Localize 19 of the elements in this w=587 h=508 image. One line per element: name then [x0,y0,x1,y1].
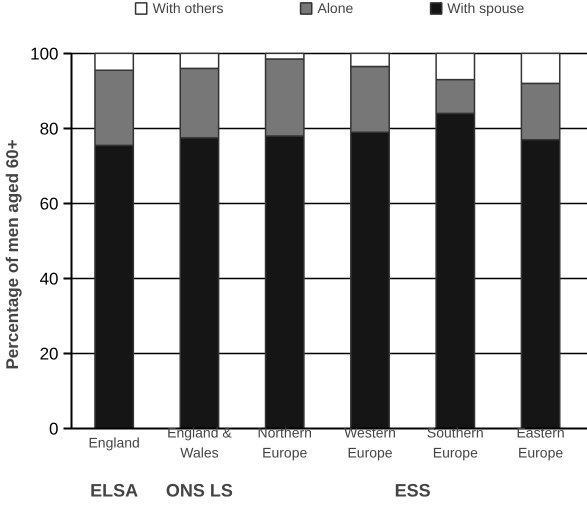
legend-label: With others [152,0,224,16]
x-tick-label: England [88,434,140,451]
y-tick-label: 40 [40,270,59,289]
x-tick-label: Southern Europe [426,424,484,461]
y-tick-label: 60 [40,194,59,214]
y-tick-label: 100 [30,44,59,64]
text: ONS LS [166,480,233,501]
x-tick-label: Eastern Europe [516,424,565,461]
x-tick-label: Northern Europe [257,424,312,461]
legend-label: With spouse [447,0,524,16]
x-tick-label: Western Europe [344,424,396,461]
text: ESS [394,480,431,501]
legend-label: Alone [317,0,354,16]
y-tick-label: 20 [40,344,59,364]
text: ELSA [90,480,138,501]
y-tick-label: 80 [40,119,59,138]
x-tick-label: England & Wales [167,424,232,461]
y-axis-title: Percentage of men aged 60+ [3,139,22,370]
y-tick-label: 0 [49,420,59,439]
